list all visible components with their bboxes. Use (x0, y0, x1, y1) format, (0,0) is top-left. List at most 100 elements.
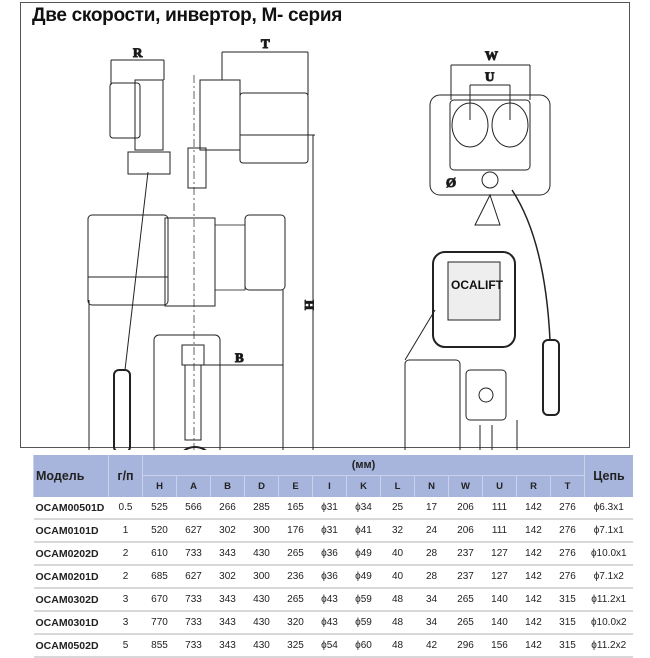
capacity-cell: 2 (108, 542, 143, 566)
dim-cell: 285 (244, 497, 279, 520)
dim-cell: 627 (176, 565, 211, 589)
dim-cell: 127 (482, 565, 517, 589)
dim-cell: 24 (414, 519, 449, 543)
chain-cell: ϕ11.2x1 (584, 588, 633, 612)
dim-label-h: H (302, 300, 317, 310)
capacity-cell: 0.5 (108, 497, 143, 520)
dim-cell: 276 (550, 542, 585, 566)
table-row: OCAM00501D 0.5 525 566 266 285 165 ϕ31 ϕ34 25 17 20… (33, 497, 633, 520)
dim-cell: 610 (142, 542, 177, 566)
dim-cell: 733 (176, 634, 211, 658)
capacity-cell: 3 (108, 611, 143, 635)
dim-cell: 302 (210, 519, 245, 543)
dim-cell: 140 (482, 588, 517, 612)
header-dim-l: L (380, 474, 415, 497)
dim-cell: 237 (448, 542, 483, 566)
model-cell: OCAM00501D (33, 497, 109, 520)
header-chain: Цепь (584, 455, 633, 497)
dim-cell: ϕ60 (346, 634, 381, 658)
dim-cell: 142 (516, 519, 551, 543)
dim-label-t: T (261, 36, 270, 51)
dim-label-b: B (235, 350, 244, 365)
dim-cell: 165 (278, 497, 313, 520)
dim-cell: 325 (278, 634, 313, 658)
dim-cell: 276 (550, 565, 585, 589)
dim-cell: 276 (550, 497, 585, 520)
model-cell: OCAM0202D (33, 542, 109, 566)
dim-cell: 48 (380, 634, 415, 658)
dim-cell: 176 (278, 519, 313, 543)
header-dim-e: E (278, 474, 313, 497)
capacity-cell: 3 (108, 588, 143, 612)
dim-cell: 206 (448, 497, 483, 520)
dim-cell: 430 (244, 542, 279, 566)
model-cell: OCAM0302D (33, 588, 109, 612)
header-dim-r: R (516, 474, 551, 497)
dim-cell: 265 (448, 611, 483, 635)
dim-label-w: W (485, 48, 498, 63)
header-units: (мм) (142, 455, 585, 475)
header-dim-k: K (346, 474, 381, 497)
chain-cell: ϕ6.3x1 (584, 497, 633, 520)
model-cell: OCAM0101D (33, 519, 109, 543)
dim-cell: 343 (210, 542, 245, 566)
dim-cell: ϕ41 (346, 519, 381, 543)
drawing-frame (20, 2, 630, 448)
header-dim-n: N (414, 474, 449, 497)
dim-cell: 32 (380, 519, 415, 543)
dim-cell: ϕ36 (312, 542, 347, 566)
dim-cell: 315 (550, 588, 585, 612)
dim-cell: 237 (448, 565, 483, 589)
dim-cell: 300 (244, 565, 279, 589)
dim-cell: 142 (516, 565, 551, 589)
brand-logo: OCALIFT (451, 278, 504, 292)
model-cell: OCAM0201D (33, 565, 109, 589)
header-dim-h: H (142, 474, 177, 497)
dim-cell: 302 (210, 565, 245, 589)
dim-cell: 525 (142, 497, 177, 520)
chain-cell: ϕ7.1x1 (584, 519, 633, 543)
dim-label-phi: Ø (446, 175, 456, 190)
dim-cell: 315 (550, 634, 585, 658)
dim-cell: 142 (516, 611, 551, 635)
header-dim-w: W (448, 474, 483, 497)
capacity-cell: 2 (108, 565, 143, 589)
model-cell: OCAM0502D (33, 634, 109, 658)
dim-cell: 733 (176, 611, 211, 635)
header-capacity: г/п (108, 455, 143, 497)
dim-cell: 855 (142, 634, 177, 658)
dim-cell: 343 (210, 611, 245, 635)
dim-cell: 566 (176, 497, 211, 520)
table-row: OCAM0201D 2 685 627 302 300 236 ϕ36 ϕ49 40 28 237 12… (33, 565, 633, 589)
chain-cell: ϕ10.0x1 (584, 542, 633, 566)
dim-cell: 300 (244, 519, 279, 543)
header-model: Модель (33, 455, 109, 497)
dim-cell: 140 (482, 611, 517, 635)
dim-cell: 430 (244, 611, 279, 635)
dim-cell: 28 (414, 542, 449, 566)
dim-cell: ϕ34 (346, 497, 381, 520)
specs-table: Модель г/п (мм) Цепь H A B D E I K L N W U R T OCAM00501… (33, 455, 633, 658)
dim-cell: 127 (482, 542, 517, 566)
side-view (87, 51, 315, 450)
table-row: OCAM0101D 1 520 627 302 300 176 ϕ31 ϕ41 32 24 206 11… (33, 519, 633, 543)
dim-cell: 430 (244, 634, 279, 658)
page-title: Две скорости, инвертор, М- серия (32, 5, 342, 26)
dim-cell: 733 (176, 588, 211, 612)
chain-cell: ϕ10.0x2 (584, 611, 633, 635)
dim-cell: 430 (244, 588, 279, 612)
dim-cell: 265 (278, 542, 313, 566)
table-row: OCAM0202D 2 610 733 343 430 265 ϕ36 ϕ49 40 28 237 12… (33, 542, 633, 566)
table-row: OCAM0301D 3 770 733 343 430 320 ϕ43 ϕ59 48 34 265 14… (33, 611, 633, 635)
header-dim-t: T (550, 474, 585, 497)
header-dim-d: D (244, 474, 279, 497)
chain-cell: ϕ11.2x2 (584, 634, 633, 658)
dim-cell: 17 (414, 497, 449, 520)
dim-cell: 343 (210, 634, 245, 658)
dim-cell: 142 (516, 588, 551, 612)
dim-cell: 206 (448, 519, 483, 543)
table-row: OCAM0302D 3 670 733 343 430 265 ϕ43 ϕ59 48 34 265 14… (33, 588, 633, 612)
dim-cell: ϕ43 (312, 611, 347, 635)
dim-cell: 25 (380, 497, 415, 520)
dim-cell: ϕ43 (312, 588, 347, 612)
